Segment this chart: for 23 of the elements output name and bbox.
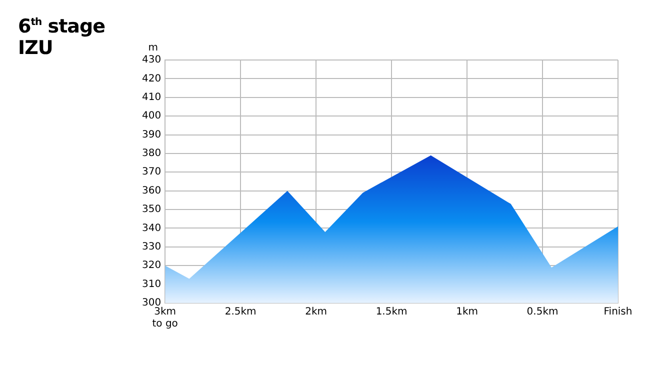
chart-subtitle: IZU [18,37,54,60]
x-tick-label: Finish [604,306,632,318]
x-tick-label: 2km [305,306,328,318]
y-tick-label: 310 [142,278,162,290]
x-tick-label: 1.5km [376,306,408,318]
y-tick-label: 410 [142,92,162,103]
y-tick-label: 370 [142,166,162,178]
y-axis-title: m [148,42,158,54]
x-tick-label: 0.5km [526,306,558,318]
y-tick-label: 430 [142,54,162,66]
y-tick-label: 340 [142,222,162,234]
y-tick-label: 320 [142,260,162,272]
y-tick-label: 390 [142,129,162,140]
x-tick-label: 1km [456,306,478,318]
x-tick-label: 3km to go [152,306,178,330]
y-tick-label: 350 [142,204,162,216]
x-tick-label: 2.5km [224,306,256,318]
y-tick-label: 420 [142,73,162,84]
y-tick-label: 380 [142,148,162,160]
y-tick-label: 360 [142,185,162,196]
y-tick-label: 400 [142,110,162,122]
chart-title: 6$^{th}$ stage [18,14,105,38]
y-tick-label: 330 [142,242,162,253]
